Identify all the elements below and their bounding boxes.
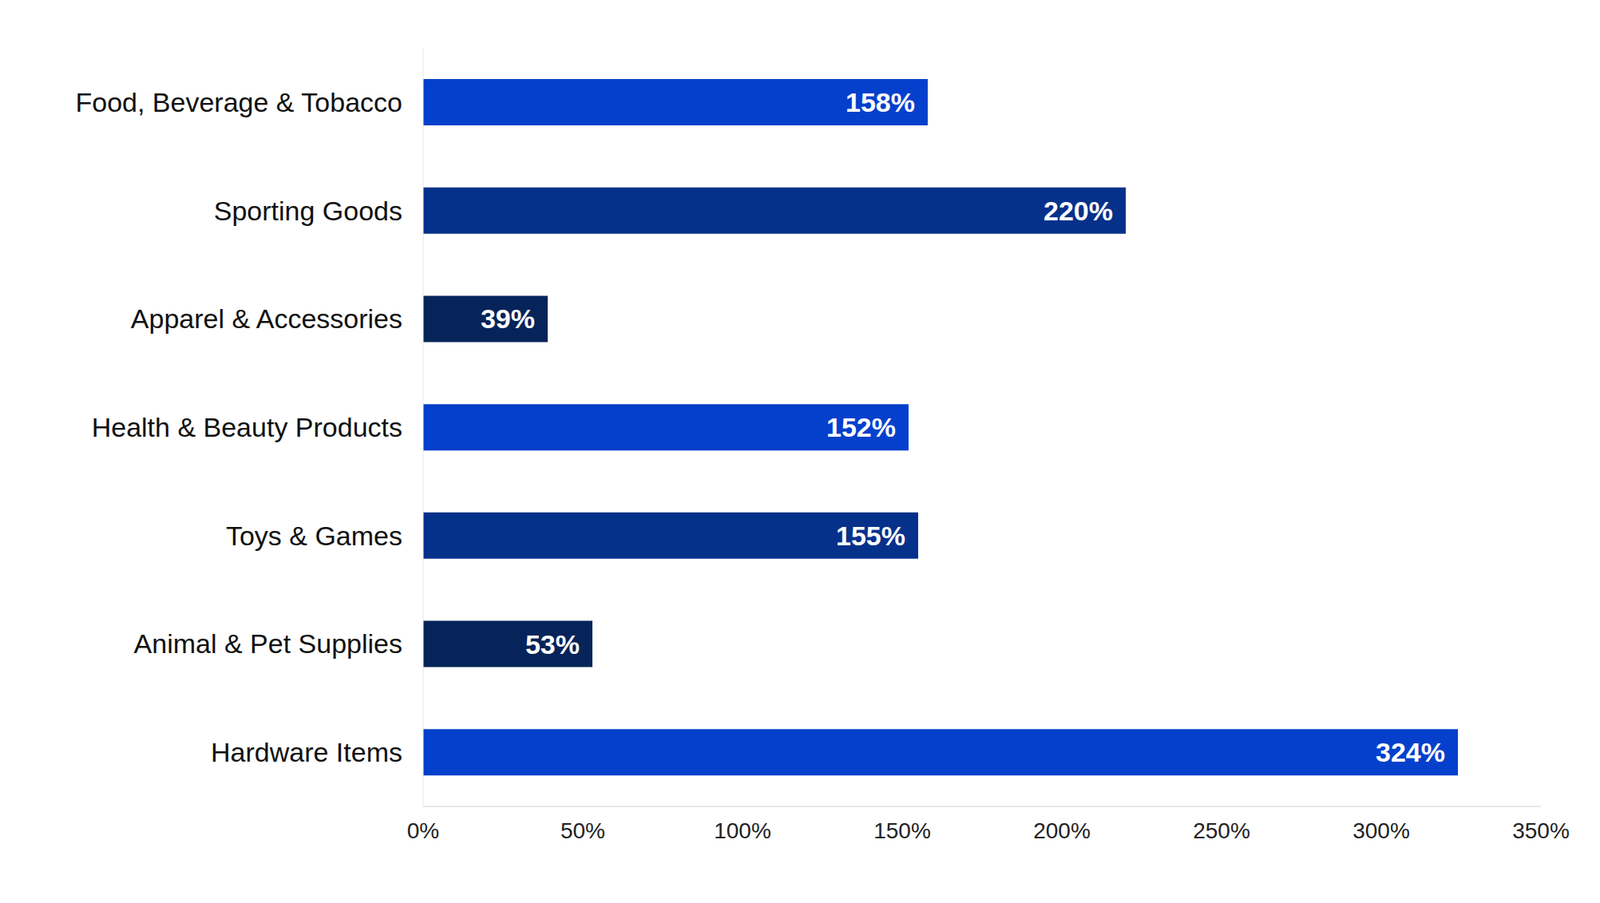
svg-text:150%: 150% bbox=[873, 818, 931, 844]
svg-text:39%: 39% bbox=[480, 303, 535, 334]
svg-text:100%: 100% bbox=[713, 818, 772, 844]
svg-text:Apparel & Accessories: Apparel & Accessories bbox=[130, 303, 403, 334]
svg-text:50%: 50% bbox=[560, 818, 606, 844]
svg-text:Sporting Goods: Sporting Goods bbox=[213, 195, 403, 226]
svg-text:220%: 220% bbox=[1043, 195, 1113, 226]
svg-text:Hardware Items: Hardware Items bbox=[210, 736, 403, 768]
svg-text:350%: 350% bbox=[1512, 818, 1570, 844]
svg-text:Toys & Games: Toys & Games bbox=[225, 520, 403, 551]
svg-text:158%: 158% bbox=[845, 87, 915, 118]
svg-text:152%: 152% bbox=[826, 411, 896, 443]
svg-text:324%: 324% bbox=[1375, 736, 1446, 768]
svg-text:200%: 200% bbox=[1033, 818, 1091, 844]
svg-text:Animal & Pet Supplies: Animal & Pet Supplies bbox=[134, 628, 403, 659]
svg-text:250%: 250% bbox=[1192, 818, 1251, 844]
svg-text:0%: 0% bbox=[407, 818, 440, 844]
svg-text:155%: 155% bbox=[835, 520, 906, 551]
svg-text:53%: 53% bbox=[525, 629, 580, 660]
svg-text:Health & Beauty Products: Health & Beauty Products bbox=[91, 411, 403, 443]
svg-text:300%: 300% bbox=[1352, 818, 1410, 844]
svg-text:Food, Beverage & Tobacco: Food, Beverage & Tobacco bbox=[75, 87, 403, 118]
